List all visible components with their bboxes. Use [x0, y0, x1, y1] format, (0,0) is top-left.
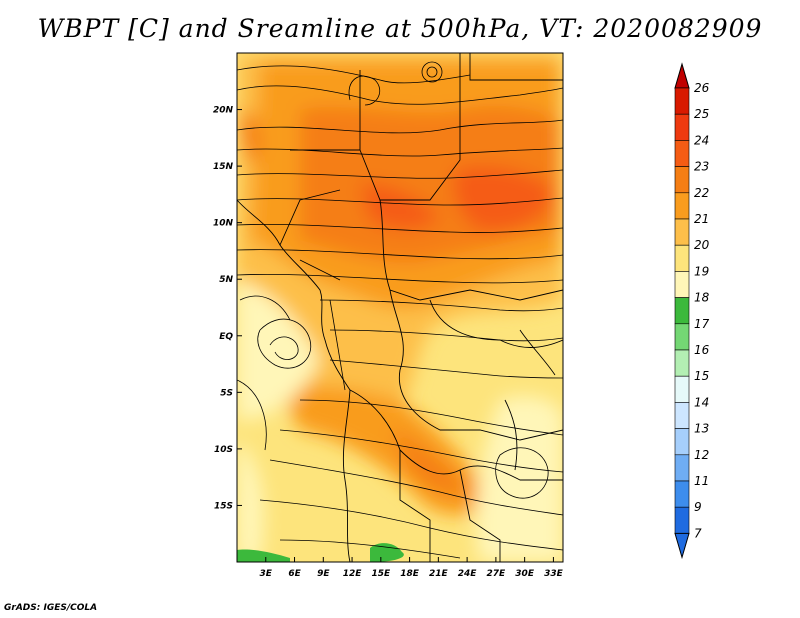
- colorbar-label: 25: [694, 107, 709, 121]
- colorbar-label: 13: [694, 422, 709, 436]
- colorbar-bottom-arrow: [674, 532, 690, 560]
- colorbar-label: 22: [694, 186, 709, 200]
- colorbar-label: 16: [694, 343, 710, 357]
- country-borders: [237, 53, 563, 562]
- colorbar-label: 11: [694, 474, 709, 488]
- colorbar-segment: [674, 297, 690, 325]
- colorbar-label: 20: [694, 238, 710, 252]
- lon-tick-label: 6E: [288, 569, 301, 579]
- map-frame: [236, 52, 564, 563]
- colorbar-segment: [674, 402, 690, 429]
- lat-tick-label: 5S: [220, 388, 233, 398]
- colorbar-label: 9: [694, 500, 702, 514]
- streamlines: [237, 61, 563, 559]
- lat-tick-label: EQ: [219, 332, 233, 342]
- lat-tick-label: 15N: [213, 162, 234, 172]
- colorbar-top-arrow: [674, 62, 690, 89]
- colorbar-label: 17: [694, 317, 710, 331]
- colorbar-label: 18: [694, 291, 710, 305]
- lon-tick-label: 9E: [317, 569, 330, 579]
- lat-tick-label: 5N: [219, 275, 233, 285]
- colorbar-segment: [674, 218, 690, 246]
- lon-tick-label: 21E: [429, 569, 449, 579]
- colorbar-segment: [674, 349, 690, 377]
- lon-tick-label: 30E: [515, 569, 535, 579]
- colorbar-label: 12: [694, 448, 709, 462]
- colorbar-segment: [674, 87, 690, 115]
- colorbar-label: 19: [694, 264, 709, 278]
- lon-tick-label: 33E: [544, 569, 564, 579]
- colorbar-segment: [674, 244, 690, 272]
- colorbar-segment: [674, 140, 690, 167]
- colorbar-segment: [674, 428, 690, 456]
- latitude-axis: 20N 15N 10N 5N EQ 5S 10S 15S: [213, 106, 242, 511]
- colorbar-label: 24: [694, 133, 709, 147]
- colorbar-segment: [674, 375, 690, 403]
- colorbar-label: 26: [694, 81, 710, 95]
- colorbar-segment: [674, 323, 690, 351]
- lat-tick-label: 20N: [213, 106, 234, 116]
- colorbar-segment: [674, 166, 690, 194]
- colorbar-segment: [674, 480, 690, 508]
- lon-tick-label: 3E: [260, 569, 273, 579]
- credit-label: GrADS: IGES/COLA: [4, 603, 98, 613]
- colorbar-label: 21: [694, 212, 709, 226]
- colorbar-label: 23: [694, 160, 709, 174]
- lat-tick-label: 10S: [214, 445, 233, 455]
- colorbar-segment: [674, 506, 690, 534]
- lon-tick-label: 12E: [343, 569, 363, 579]
- lat-tick-label: 15S: [214, 501, 233, 511]
- colorbar-segment: [674, 192, 690, 220]
- colorbar-label: 7: [694, 526, 702, 540]
- lon-tick-label: 15E: [371, 569, 391, 579]
- colorbar-segment: [674, 271, 690, 298]
- colorbar-segment: [674, 113, 690, 141]
- lat-tick-label: 10N: [213, 219, 234, 229]
- longitude-axis: 3E 6E 9E 12E 15E 18E 21E 24E 27E 30E 33E: [260, 557, 564, 579]
- lon-tick-label: 18E: [400, 569, 420, 579]
- colorbar-label: 14: [694, 395, 709, 409]
- lon-tick-label: 27E: [487, 569, 507, 579]
- lon-tick-label: 24E: [458, 569, 478, 579]
- wbpt-shading: [237, 53, 563, 562]
- colorbar-label: 15: [694, 369, 709, 383]
- page-title: WBPT [C] and Sreamline at 500hPa, VT: 20…: [37, 14, 763, 43]
- colorbar-segment: [674, 454, 690, 482]
- colorbar: 26 25 24 23 22 21 20 19 18 17 16 15 14 13 12 11 9 7: [674, 62, 710, 560]
